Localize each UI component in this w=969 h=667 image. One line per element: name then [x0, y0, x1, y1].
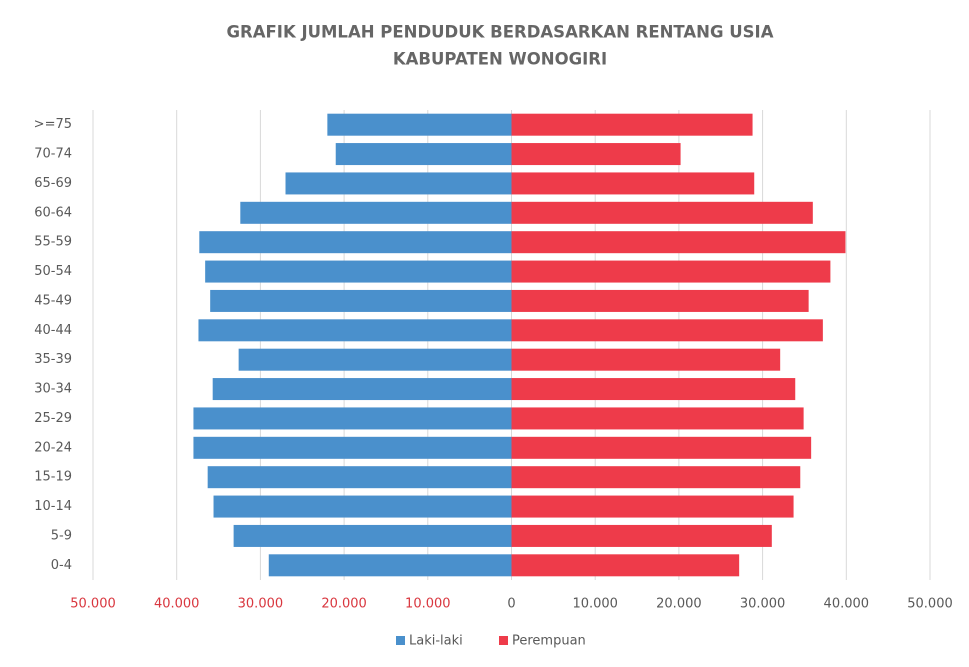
bar [212, 378, 512, 401]
bar [511, 231, 846, 254]
bar [511, 495, 794, 518]
legend-label: Perempuan [512, 634, 586, 649]
bar [198, 319, 512, 342]
y-tick-label: 25-29 [34, 411, 72, 426]
y-tick-label: 35-39 [34, 352, 72, 367]
bar [511, 407, 804, 430]
x-tick-label: 10.000 [572, 597, 618, 612]
bar [335, 143, 512, 166]
legend-label: Laki-laki [409, 634, 463, 649]
y-tick-label: 20-24 [34, 440, 72, 455]
bar [238, 348, 512, 371]
x-tick-label: 40.000 [824, 597, 870, 612]
bar [511, 436, 812, 459]
bar [511, 289, 809, 312]
bar [268, 554, 512, 577]
bar [285, 172, 512, 195]
y-tick-label: 45-49 [34, 293, 72, 308]
chart-title: GRAFIK JUMLAH PENDUDUK BERDASARKAN RENTA… [227, 23, 774, 42]
x-tick-label: 40.000 [154, 597, 200, 612]
y-tick-label: 5-9 [51, 528, 72, 543]
y-tick-label: 10-14 [34, 499, 72, 514]
bar [199, 231, 512, 254]
x-tick-label: 30.000 [238, 597, 284, 612]
chart-subtitle: KABUPATEN WONOGIRI [393, 50, 607, 69]
y-tick-label: 65-69 [34, 176, 72, 191]
x-tick-label: 10.000 [405, 597, 451, 612]
legend-swatch [396, 636, 405, 645]
x-tick-label: 50.000 [907, 597, 953, 612]
y-tick-label: 60-64 [34, 205, 72, 220]
bar [193, 436, 512, 459]
y-tick-label: 70-74 [34, 147, 72, 162]
bar [511, 378, 796, 401]
bar [511, 172, 755, 195]
y-tick-label: 50-54 [34, 264, 72, 279]
bar [511, 554, 740, 577]
x-tick-label: 50.000 [70, 597, 116, 612]
y-tick-label: >=75 [34, 117, 72, 132]
bar [240, 201, 512, 224]
bar [233, 524, 512, 547]
bar [511, 348, 781, 371]
bar [511, 113, 753, 136]
bar [511, 201, 813, 224]
y-tick-label: 55-59 [34, 235, 72, 250]
bar [511, 466, 801, 489]
x-tick-label: 30.000 [740, 597, 786, 612]
legend-swatch [499, 636, 508, 645]
bar [205, 260, 512, 283]
bar [210, 289, 512, 312]
bar [511, 260, 831, 283]
x-tick-label: 20.000 [321, 597, 367, 612]
bar [193, 407, 512, 430]
bar [213, 495, 512, 518]
bar [511, 524, 772, 547]
y-tick-label: 0-4 [51, 558, 72, 573]
x-tick-label: 20.000 [656, 597, 702, 612]
y-tick-label: 30-34 [34, 382, 72, 397]
y-tick-label: 15-19 [34, 470, 72, 485]
y-tick-label: 40-44 [34, 323, 72, 338]
x-tick-label: 0 [507, 597, 515, 612]
bar [207, 466, 512, 489]
bar [511, 319, 823, 342]
bar [327, 113, 512, 136]
bar [511, 143, 681, 166]
